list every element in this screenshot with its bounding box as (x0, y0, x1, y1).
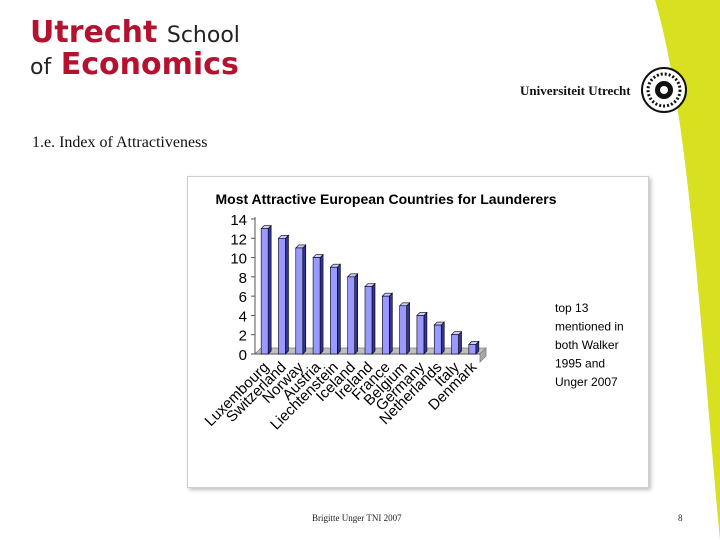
y-tick-label: 8 (239, 270, 247, 287)
logo-word-school: School (166, 23, 240, 48)
legend-note-line: top 13 (555, 301, 589, 315)
y-tick-label: 10 (230, 251, 247, 268)
bar (312, 257, 321, 355)
university-seal-icon (641, 67, 687, 113)
legend-note-line: both Walker (555, 338, 619, 352)
bar (468, 344, 477, 355)
y-tick-label: 0 (239, 347, 247, 364)
legend-note-line: Unger 2007 (555, 375, 618, 389)
bar-side (302, 244, 307, 355)
chart-frame: Most Attractive European Countries for L… (187, 176, 649, 488)
bar-chart: Most Attractive European Countries for L… (201, 191, 624, 433)
bar (364, 286, 373, 355)
chart-title: Most Attractive European Countries for L… (216, 191, 557, 207)
bar (433, 324, 442, 355)
school-logo: Utrecht School of Economics (30, 18, 240, 80)
bar-side (440, 321, 445, 355)
bar (330, 266, 338, 355)
y-tick-label: 12 (230, 231, 247, 248)
bar-side (337, 263, 341, 355)
page-number: 8 (678, 513, 683, 523)
bar (278, 237, 286, 355)
y-tick-label: 14 (230, 212, 247, 229)
legend-note-line: 1995 and (555, 357, 605, 371)
y-tick-label: 4 (239, 308, 247, 325)
logo-word-of: of (30, 55, 52, 80)
logo-word-economics: Economics (60, 47, 239, 82)
bar-side (285, 234, 289, 355)
bar (347, 276, 355, 355)
logo-word-utrecht: Utrecht (30, 15, 158, 50)
bar (382, 295, 390, 355)
bar (399, 305, 407, 355)
chart-floor-edge (479, 347, 487, 363)
university-name: Universiteit Utrecht (520, 83, 631, 98)
bar-side (267, 224, 272, 355)
bar (260, 228, 269, 355)
bar-side (423, 311, 428, 355)
bar (451, 334, 459, 355)
bar (416, 315, 425, 355)
y-tick-label: 2 (239, 328, 247, 345)
slide-title: 1.e. Index of Attractiveness (32, 134, 208, 151)
bar-side (319, 253, 324, 355)
bar-side (458, 330, 462, 355)
footer-author: Brigitte Unger TNI 2007 (312, 513, 402, 523)
bar-side (371, 282, 376, 355)
legend-note-line: mentioned in (555, 320, 624, 334)
bar (295, 247, 304, 355)
y-tick-label: 6 (239, 289, 247, 306)
bar-side (389, 292, 393, 355)
bar-side (354, 273, 358, 355)
bar-side (406, 302, 410, 355)
